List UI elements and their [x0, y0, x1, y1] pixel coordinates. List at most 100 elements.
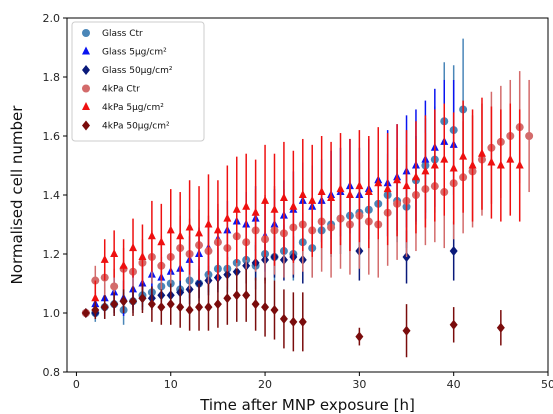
legend-entry-label: 4kPa 5μg/cm² [102, 103, 164, 113]
data-point [91, 293, 100, 302]
data-point [270, 204, 279, 213]
legend-marker [82, 46, 90, 55]
x-axis-ticks: 0 10 20 30 40 50 [73, 372, 553, 391]
data-point [166, 299, 175, 310]
data-point [411, 172, 420, 181]
x-axis-title: Time after MNP exposure [h] [199, 396, 415, 414]
data-point [213, 225, 222, 234]
legend-entry-label: Glass 50μg/cm² [102, 66, 173, 76]
data-point [176, 302, 185, 313]
data-point [110, 282, 119, 291]
legend-marker [82, 29, 90, 37]
data-point [496, 322, 505, 333]
y-tick-label: 1.6 [43, 130, 61, 143]
data-point [525, 132, 534, 140]
legend-entry-label: Glass Ctr [102, 29, 143, 39]
data-point [204, 302, 213, 313]
data-point [336, 184, 345, 193]
data-point [487, 157, 496, 166]
series-group [81, 221, 458, 319]
y-tick-label: 1.8 [43, 71, 61, 84]
legend-marker [82, 65, 90, 75]
data-point [308, 195, 317, 204]
data-point [185, 305, 194, 316]
data-series [81, 38, 534, 358]
legend-box [71, 21, 205, 142]
data-point [166, 225, 175, 234]
data-point [327, 192, 336, 201]
data-point [195, 302, 204, 313]
legend-marker [82, 120, 90, 131]
data-point [496, 160, 505, 169]
data-point [261, 302, 270, 313]
x-tick-label: 30 [352, 378, 366, 391]
data-point [91, 305, 100, 316]
legend-entry-label: Glass 5μg/cm² [102, 48, 167, 58]
data-point [138, 251, 147, 260]
data-point [129, 243, 138, 252]
data-point [81, 308, 90, 318]
data-point [298, 316, 307, 327]
data-point [213, 299, 222, 310]
y-tick-label: 2.0 [43, 12, 61, 25]
axes: 0 10 20 30 40 50 0.8 1.0 1.2 1.4 1.6 1.8 2.0 [43, 12, 553, 391]
data-point [421, 166, 430, 175]
data-point [355, 181, 364, 190]
x-tick-label: 50 [541, 378, 553, 391]
x-tick-label: 20 [258, 378, 272, 391]
series-group [91, 97, 524, 316]
y-tick-label: 1.2 [43, 248, 61, 261]
data-point [147, 231, 156, 240]
data-point [289, 201, 298, 210]
data-point [157, 302, 166, 313]
x-tick-label: 40 [447, 378, 461, 391]
data-point [430, 160, 439, 169]
y-tick-label: 1.0 [43, 307, 61, 320]
data-point [223, 293, 232, 304]
data-point [515, 160, 524, 169]
data-point [110, 249, 119, 257]
data-point [232, 290, 241, 301]
legend-marker [82, 102, 90, 110]
data-point [506, 154, 515, 163]
data-point [279, 192, 288, 201]
data-point [440, 154, 449, 163]
series-group [81, 268, 505, 358]
data-point [402, 325, 411, 336]
data-point [119, 296, 128, 307]
legend: Glass Ctr Glass 5μg/cm² Glass 50μg/cm² 4kPa… [71, 21, 205, 142]
data-point [355, 331, 364, 342]
data-point [383, 184, 392, 193]
data-point [289, 316, 298, 327]
data-point [185, 222, 194, 231]
x-tick-label: 10 [164, 378, 178, 391]
data-point [110, 299, 119, 310]
data-point [477, 148, 486, 157]
data-point [261, 195, 270, 204]
data-point [468, 160, 477, 169]
data-point [449, 319, 458, 330]
data-point [129, 296, 138, 307]
y-axis-ticks: 0.8 1.0 1.2 1.4 1.6 1.8 2.0 [43, 12, 67, 379]
data-point [459, 151, 468, 160]
data-point [374, 178, 383, 187]
data-point [364, 187, 373, 196]
data-point [402, 181, 411, 190]
data-point [147, 299, 156, 310]
data-point [345, 190, 354, 198]
data-point [251, 299, 260, 310]
data-point [317, 187, 326, 196]
y-axis-title: Normalised cell number [8, 105, 26, 285]
data-point [119, 260, 128, 269]
legend-entry-label: 4kPa Ctr [102, 85, 140, 95]
legend-entry-label: 4kPa 50μg/cm² [102, 122, 170, 132]
data-point [138, 293, 147, 304]
data-point [157, 237, 166, 246]
data-point [298, 190, 307, 198]
data-point [204, 219, 213, 228]
data-point [100, 254, 109, 263]
x-tick-label: 0 [73, 378, 80, 391]
data-point [449, 163, 458, 172]
data-point [242, 201, 251, 210]
